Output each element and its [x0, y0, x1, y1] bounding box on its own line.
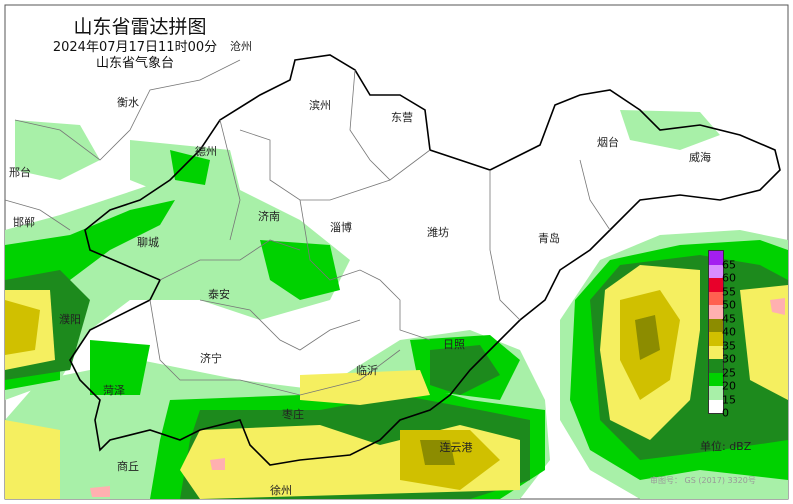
legend-label: 35 — [722, 339, 736, 352]
city-label: 邢台 — [9, 166, 31, 179]
city-label: 菏泽 — [103, 384, 125, 397]
legend-swatch — [709, 359, 723, 373]
legend-label: 45 — [722, 312, 736, 325]
legend-label: 55 — [722, 285, 736, 298]
legend-swatch — [709, 345, 723, 359]
city-label: 沧州 — [230, 40, 252, 53]
legend-label: 40 — [722, 325, 736, 339]
city-label: 徐州 — [270, 484, 292, 497]
legend-label: 25 — [722, 366, 736, 379]
city-label: 邯郸 — [13, 216, 35, 229]
city-borders — [4, 59, 611, 396]
legend-swatch — [709, 386, 723, 400]
city-label: 威海 — [689, 151, 711, 164]
province-border — [69, 54, 781, 466]
legend-label: 50 — [722, 298, 736, 312]
city-label: 衡水 — [117, 96, 139, 109]
legend-swatch — [709, 305, 723, 319]
city-label: 泰安 — [208, 288, 230, 301]
city-label: 聊城 — [137, 236, 159, 249]
legend-label: 60 — [722, 271, 736, 285]
legend-swatch — [709, 399, 723, 413]
map-review-number: 审图号： GS (2017) 3320号 — [650, 476, 756, 485]
legend-swatch — [709, 291, 723, 305]
city-label: 枣庄 — [282, 408, 304, 421]
legend-unit: 单位: dBZ — [700, 440, 752, 453]
city-label: 日照 — [443, 338, 465, 351]
color-legend — [708, 250, 724, 414]
city-label: 濮阳 — [59, 313, 81, 326]
city-label: 德州 — [195, 145, 217, 158]
legend-label: 30 — [722, 352, 736, 366]
city-label: 济南 — [258, 210, 280, 223]
radar-echo-layer — [5, 110, 788, 499]
city-label: 滨州 — [309, 99, 331, 112]
legend-label: 15 — [722, 393, 736, 406]
city-label: 潍坊 — [427, 226, 449, 239]
legend-label: 0 — [722, 406, 729, 420]
legend-label: 65 — [722, 258, 736, 271]
city-label: 临沂 — [356, 364, 378, 377]
city-label: 淄博 — [330, 221, 352, 234]
legend-swatch — [709, 372, 723, 386]
legend-label: 20 — [722, 379, 736, 393]
legend-swatch — [709, 318, 723, 332]
city-label: 东营 — [391, 111, 413, 124]
legend-swatch — [709, 251, 723, 265]
city-label: 烟台 — [597, 136, 619, 149]
map-title: 山东省雷达拼图 — [73, 16, 207, 38]
city-label: 济宁 — [200, 352, 222, 365]
city-label: 青岛 — [538, 232, 560, 245]
legend-swatch — [709, 264, 723, 278]
map-agency: 山东省气象台 — [95, 56, 174, 71]
city-label: 商丘 — [117, 460, 139, 473]
legend-swatch — [709, 332, 723, 346]
map-datetime: 2024年07月17日11时00分 — [52, 40, 218, 55]
city-label: 连云港 — [439, 441, 473, 454]
legend-swatch — [709, 278, 723, 292]
